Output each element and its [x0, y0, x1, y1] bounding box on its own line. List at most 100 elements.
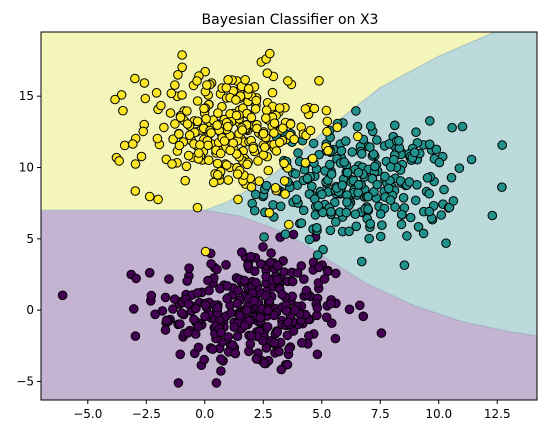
data-point: [175, 349, 185, 360]
data-point: [274, 103, 285, 113]
x-tick-label: 5.0: [312, 407, 331, 421]
data-point: [457, 121, 468, 132]
data-point: [258, 242, 268, 252]
x-tick-label: 7.5: [371, 407, 390, 421]
data-point: [177, 62, 187, 73]
data-point: [212, 158, 223, 169]
data-point: [372, 179, 383, 190]
data-point: [240, 75, 250, 85]
data-point: [156, 100, 166, 111]
data-point: [245, 339, 256, 349]
data-point: [314, 76, 324, 86]
data-point: [259, 358, 270, 369]
data-point: [160, 292, 171, 303]
data-point: [284, 344, 294, 354]
data-point: [130, 73, 140, 84]
data-point: [232, 298, 242, 309]
data-point: [161, 315, 172, 326]
data-point: [405, 212, 416, 223]
data-point: [165, 108, 176, 118]
data-point: [272, 327, 283, 337]
data-point: [211, 378, 222, 388]
data-point: [177, 90, 187, 100]
data-point: [206, 128, 216, 138]
data-point: [175, 112, 186, 123]
data-point: [357, 256, 367, 267]
data-point: [265, 48, 275, 59]
data-point: [273, 261, 283, 271]
decision-boundary-lower: [41, 209, 537, 337]
data-point: [223, 332, 233, 342]
data-point: [226, 308, 236, 318]
data-point: [207, 344, 218, 355]
x-tick-label: −5.0: [73, 407, 102, 421]
data-point: [233, 194, 243, 205]
data-point: [342, 197, 352, 207]
data-point: [275, 201, 286, 212]
data-point: [243, 260, 253, 271]
data-point: [366, 121, 376, 131]
data-point: [347, 147, 358, 157]
data-point: [246, 112, 257, 123]
data-point: [269, 128, 279, 138]
data-point: [159, 122, 169, 133]
data-point: [274, 346, 284, 357]
data-point: [312, 303, 323, 313]
data-point: [448, 196, 459, 206]
x-tick-label: 0.0: [195, 407, 214, 421]
data-point: [160, 325, 171, 335]
data-point: [330, 333, 341, 344]
data-point: [341, 136, 351, 146]
data-point: [255, 259, 266, 269]
data-point: [206, 259, 216, 269]
data-point: [203, 275, 213, 286]
data-point: [411, 127, 421, 137]
data-point: [216, 354, 226, 364]
x-tick-label: 2.5: [254, 407, 273, 421]
data-point: [199, 354, 209, 365]
data-point: [364, 233, 375, 244]
data-point: [424, 188, 435, 199]
data-point: [332, 122, 343, 133]
data-point: [375, 209, 386, 219]
data-point: [497, 140, 508, 150]
data-point: [352, 121, 363, 132]
data-point: [201, 114, 211, 124]
data-point: [173, 70, 183, 80]
data-point: [277, 289, 288, 300]
data-point: [131, 273, 141, 284]
data-point: [305, 125, 316, 136]
plot-area: [41, 32, 537, 400]
data-point: [184, 130, 195, 140]
data-point: [263, 165, 274, 176]
data-point: [355, 300, 365, 311]
data-point: [173, 378, 184, 388]
data-point: [212, 264, 222, 275]
data-point: [200, 300, 211, 310]
data-point: [249, 205, 260, 216]
data-point: [174, 129, 184, 139]
data-point: [151, 88, 162, 98]
data-point: [248, 143, 258, 154]
data-point: [384, 183, 394, 194]
data-point: [144, 268, 155, 278]
data-point: [242, 305, 252, 316]
data-point: [353, 167, 364, 178]
data-point: [233, 285, 243, 296]
data-point: [293, 148, 303, 158]
data-point: [231, 110, 242, 121]
data-point: [182, 276, 192, 286]
data-point: [290, 169, 301, 179]
data-point: [288, 229, 299, 240]
data-point: [260, 291, 271, 301]
data-point: [422, 173, 433, 183]
data-point: [300, 104, 311, 114]
data-point: [153, 194, 163, 205]
data-point: [390, 202, 400, 212]
data-point: [353, 180, 364, 190]
data-point: [264, 208, 275, 218]
data-point: [380, 171, 390, 182]
data-point: [342, 167, 353, 178]
data-point: [431, 144, 442, 155]
